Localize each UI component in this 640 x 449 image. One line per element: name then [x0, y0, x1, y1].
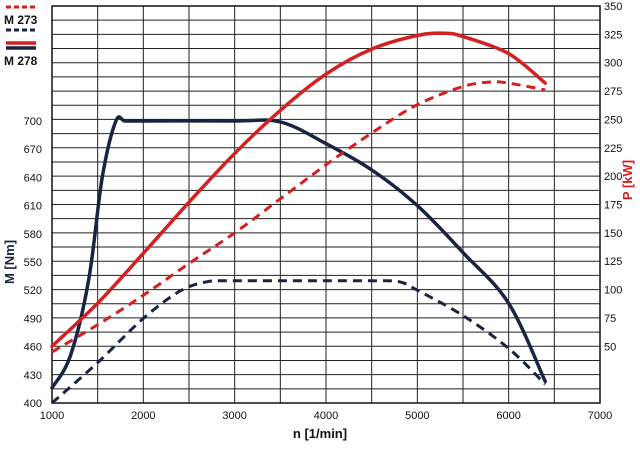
legend-label-m278: M 278 — [4, 54, 38, 68]
left-tick-label: 640 — [24, 172, 42, 184]
right-tick-label: 275 — [604, 86, 622, 98]
legend-label-m273: M 273 — [4, 13, 38, 27]
x-tick-label: 5000 — [405, 410, 429, 422]
left-tick-label: 610 — [24, 201, 42, 213]
plot-frame — [51, 5, 601, 404]
m278-power-curve — [50, 31, 547, 349]
right-tick-label: 50 — [604, 341, 616, 353]
right-tick-label: 325 — [604, 29, 622, 41]
left-tick-label: 490 — [24, 313, 42, 325]
right-tick-label: 225 — [604, 143, 622, 155]
left-tick-label: 670 — [24, 144, 42, 156]
left-tick-label: 580 — [24, 229, 42, 241]
left-tick-label: 430 — [24, 370, 42, 382]
m273-power-curve — [51, 80, 546, 354]
right-tick-label: 100 — [604, 285, 622, 297]
left-tick-label: 550 — [24, 257, 42, 269]
left-tick-label: 700 — [24, 116, 42, 128]
x-tick-label: 1000 — [40, 410, 64, 422]
x-tick-label: 3000 — [222, 410, 246, 422]
left-tick-label: 520 — [24, 285, 42, 297]
right-tick-label: 175 — [604, 200, 622, 212]
legend: M 273 M 278 — [4, 5, 38, 68]
left-tick-label: 400 — [24, 398, 42, 410]
grid — [51, 5, 601, 404]
right-tick-label: 250 — [604, 114, 622, 126]
left-axis-title: M [Nm] — [2, 240, 17, 284]
x-tick-label: 2000 — [131, 410, 155, 422]
right-tick-label: 350 — [604, 1, 622, 13]
right-tick-label: 150 — [604, 228, 622, 240]
right-axis-title: P [kW] — [620, 160, 635, 200]
right-tick-label: 125 — [604, 256, 622, 268]
x-tick-label: 7000 — [588, 410, 612, 422]
curves — [50, 31, 547, 405]
tick-labels: 1000 2000 3000 4000 5000 6000 7000 400 430 460 490… — [24, 1, 623, 422]
right-tick-label: 300 — [604, 58, 622, 70]
left-tick-label: 460 — [24, 342, 42, 354]
m273-torque-curve — [51, 279, 547, 405]
right-tick-label: 200 — [604, 171, 622, 183]
x-axis-title: n [1/min] — [293, 426, 347, 441]
x-tick-label: 4000 — [314, 410, 338, 422]
m278-torque-curve — [50, 115, 547, 390]
right-tick-label: 75 — [604, 313, 616, 325]
x-tick-label: 6000 — [496, 410, 520, 422]
